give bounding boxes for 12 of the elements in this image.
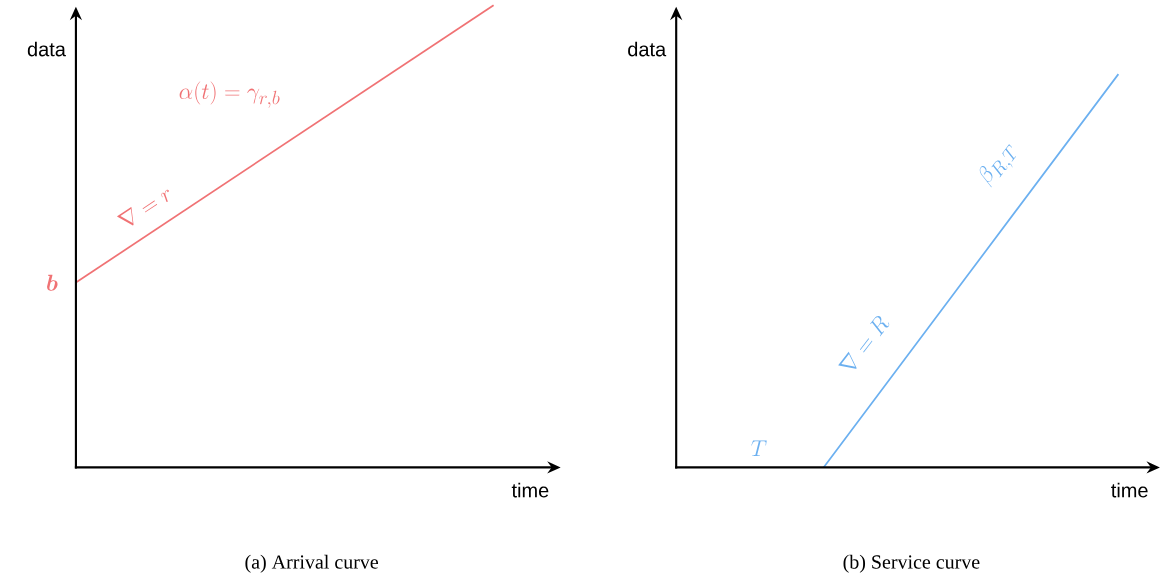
annotation: $T$ [751,440,767,456]
x-axis-title: time [511,482,549,498]
text: (b) Service curve [843,554,980,573]
annotation: $\beta_{R,T}$ [979,144,1016,188]
annotation: $\boldsymbol{b}$ [47,274,58,291]
annotation: $\nabla = r$ [117,189,169,226]
annotation: $\alpha(t) = \gamma_{r,b}$ [179,81,280,108]
y-axis-title: data [27,41,66,57]
x-axis-title: time [1111,482,1148,498]
text: (a) Arrival curve [245,554,379,573]
y-axis-title: data [628,41,667,57]
annotation: $\nabla = R$ [838,315,890,369]
